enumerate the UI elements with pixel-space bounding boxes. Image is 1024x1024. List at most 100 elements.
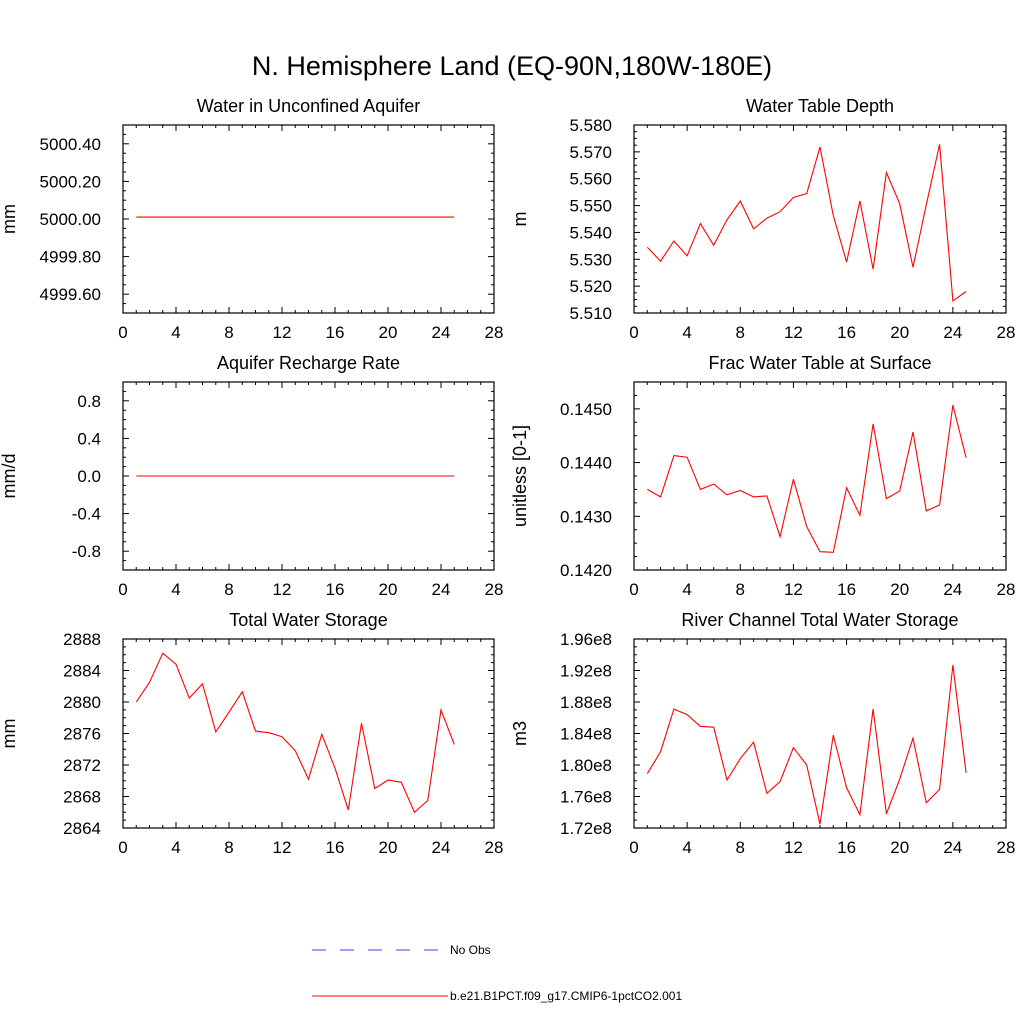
y-tick-label: 1.92e8 [560,662,612,681]
y-tick-label: 5.530 [569,250,612,269]
y-tick-label: 5.510 [569,304,612,323]
plot-frame [633,124,1007,314]
y-tick-label: 5.580 [569,116,612,135]
plot-frame [122,124,495,314]
x-tick-label: 12 [273,838,292,857]
y-tick-label: 2876 [63,725,101,744]
x-tick-label: 28 [485,580,504,599]
y-tick-label: 5000.20 [40,172,101,191]
y-tick-label: 5.520 [569,277,612,296]
y-tick-label: 0.1420 [560,561,612,580]
y-axis-label: mm [0,719,19,749]
y-tick-label: 0.8 [77,392,101,411]
main-title: N. Hemisphere Land (EQ-90N,180W-180E) [252,51,772,81]
y-tick-label: 1.80e8 [560,756,612,775]
panel-title: Aquifer Recharge Rate [217,353,400,373]
x-tick-label: 0 [629,838,638,857]
y-tick-label: 2884 [63,662,101,681]
y-tick-label: 4999.60 [40,285,101,304]
x-tick-label: 20 [890,580,909,599]
x-tick-label: 0 [118,580,127,599]
y-tick-label: 0.4 [77,429,101,448]
panel-title: Water Table Depth [746,96,894,116]
legend: No Obs b.e21.B1PCT.f09_g17.CMIP6-1pctCO2… [312,943,682,1003]
y-tick-label: 2880 [63,693,101,712]
plot-frame [633,638,1007,829]
x-tick-label: 4 [171,323,180,342]
series-line [646,664,967,825]
x-tick-label: 24 [432,838,451,857]
legend-model-label: b.e21.B1PCT.f09_g17.CMIP6-1pctCO2.001 [450,989,682,1003]
y-tick-label: 5.540 [569,223,612,242]
y-tick-label: 0.0 [77,467,101,486]
x-tick-label: 0 [629,323,638,342]
panel-4: Frac Water Table at Surface unitless [0-1… [510,353,1015,599]
x-tick-label: 12 [784,580,803,599]
panel-5: Total Water Storage mm 0 4 8 12 16 20 24 28 2864 28… [0,610,503,857]
y-axis-label: m3 [510,721,530,746]
x-tick-label: 24 [432,580,451,599]
y-tick-label: 0.1440 [560,454,612,473]
x-tick-label: 12 [784,323,803,342]
x-tick-label: 4 [171,838,180,857]
series-line [135,652,455,814]
series-line [647,404,967,553]
y-tick-label: 0.1450 [560,400,612,419]
x-tick-label: 20 [379,323,398,342]
y-tick-label: 2888 [63,630,101,649]
x-tick-label: 16 [326,838,345,857]
y-tick-label: 1.72e8 [560,819,612,838]
y-tick-label: -0.4 [72,505,101,524]
y-tick-label: 1.84e8 [560,725,612,744]
x-tick-label: 20 [379,580,398,599]
legend-obs-label: No Obs [450,943,491,957]
y-tick-label: 1.76e8 [560,788,612,807]
y-tick-label: 4999.80 [40,248,101,267]
x-tick-label: 4 [682,838,691,857]
x-tick-label: 8 [224,838,233,857]
x-tick-label: 0 [629,580,638,599]
y-axis-label: mm [0,204,19,234]
x-tick-label: 16 [326,323,345,342]
plot-frame [122,638,495,829]
x-tick-label: 28 [997,580,1016,599]
x-tick-label: 24 [943,580,962,599]
y-axis-label: mm/d [0,454,19,499]
y-tick-label: 2872 [63,756,101,775]
y-tick-label: 1.88e8 [560,693,612,712]
panel-1: Water in Unconfined Aquifer mm 0 4 8 12 16 20 24… [0,96,503,342]
x-tick-label: 0 [118,838,127,857]
y-tick-label: 5000.40 [40,135,101,154]
y-tick-label: 2864 [63,819,101,838]
x-tick-label: 20 [890,323,909,342]
panel-title: Water in Unconfined Aquifer [197,96,420,116]
panel-title: Frac Water Table at Surface [708,353,931,373]
y-tick-label: 5.550 [569,197,612,216]
x-tick-label: 20 [379,838,398,857]
x-tick-label: 24 [943,323,962,342]
y-tick-label: 5.570 [569,143,612,162]
y-tick-label: 1.96e8 [560,630,612,649]
x-tick-label: 8 [736,838,745,857]
panel-grid: Water in Unconfined Aquifer mm 0 4 8 12 16 20 24… [0,96,1015,857]
plot-frame [633,381,1007,571]
y-tick-label: 5000.00 [40,210,101,229]
y-tick-label: 2868 [63,788,101,807]
panel-title: Total Water Storage [229,610,387,630]
x-tick-label: 4 [171,580,180,599]
x-tick-label: 28 [485,323,504,342]
x-tick-label: 20 [890,838,909,857]
panel-2: Water Table Depth m 0 4 8 12 16 20 24 28 5.510 5.52… [510,96,1015,342]
x-tick-label: 16 [326,580,345,599]
x-tick-label: 24 [943,838,962,857]
x-tick-label: 0 [118,323,127,342]
x-tick-label: 16 [837,580,856,599]
x-tick-label: 28 [485,838,504,857]
x-tick-label: 28 [997,323,1016,342]
x-tick-label: 8 [736,323,745,342]
y-axis-label: m [510,212,530,227]
panel-title: River Channel Total Water Storage [681,610,958,630]
y-tick-label: -0.8 [72,542,101,561]
series-line [646,144,967,302]
